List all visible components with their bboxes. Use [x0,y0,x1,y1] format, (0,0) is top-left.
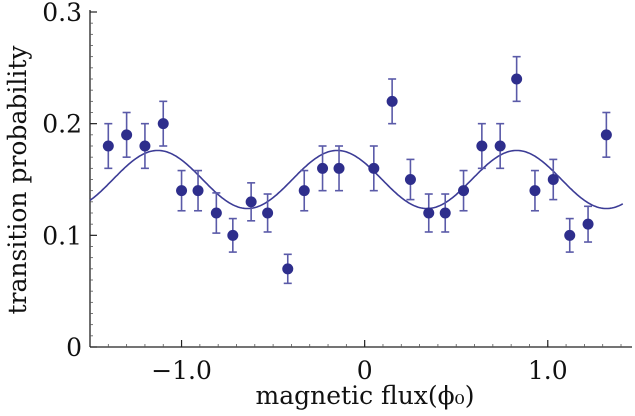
data-point-19 [458,169,470,212]
y-tick-label: 0.1 [42,221,82,250]
data-point-14 [368,145,380,192]
x-tick-label: 0 [357,356,373,385]
data-point-23 [529,169,541,212]
data-marker [386,95,398,107]
data-marker [157,118,169,130]
data-marker [582,218,594,230]
x-axis-label: magnetic flux(ϕ₀) [256,381,475,410]
data-marker [102,140,114,152]
fit-curve [89,149,624,210]
y-axis-label: transition probability [3,45,32,315]
data-marker [494,140,506,152]
data-marker [176,185,188,197]
data-point-3 [157,100,169,147]
data-marker [262,207,274,219]
data-point-26 [582,205,594,243]
data-marker [282,263,294,275]
data-point-1 [121,111,133,158]
x-tick-label: −1.0 [151,356,212,385]
data-point-25 [564,217,576,253]
data-marker [423,207,435,219]
data-point-27 [600,111,612,158]
data-marker [439,207,451,219]
data-marker [139,140,151,152]
data-marker [511,73,523,85]
data-marker [404,174,416,185]
data-point-15 [386,78,398,125]
tick-labels: −1.0 0 1.0 0 0.1 0.2 0.3 [42,0,567,385]
data-marker [368,162,380,174]
data-point-13 [333,145,345,192]
data-point-20 [476,122,488,170]
data-point-9 [262,193,274,233]
data-point-2 [139,122,151,170]
data-point-5 [192,169,204,212]
data-marker [564,229,576,241]
data-marker [227,229,239,241]
data-marker [333,162,345,174]
data-point-0 [102,122,114,170]
data-point-17 [423,193,435,233]
data-point-7 [227,217,239,253]
data-point-21 [494,122,506,170]
fit-curve-group [89,149,624,210]
data-marker [245,196,257,208]
data-marker [210,207,222,219]
data-marker [298,185,310,197]
data-marker [600,129,612,141]
axes [89,10,632,348]
data-point-6 [210,192,222,234]
data-marker [317,162,329,174]
data-marker [529,185,541,197]
data-point-16 [404,158,416,201]
data-point-18 [439,193,451,233]
data-point-12 [317,145,329,192]
data-marker [192,185,204,197]
data-marker [458,185,470,197]
data-marker [547,174,559,185]
data-point-10 [282,253,294,285]
data-point-24 [547,158,559,201]
x-tick-label: 1.0 [528,356,568,385]
y-tick-label: 0.3 [42,0,82,27]
data-point-8 [245,182,257,222]
data-marker [476,140,488,152]
data-point-4 [176,169,188,212]
y-tick-label: 0 [66,333,82,362]
data-point-22 [511,55,523,103]
data-points [102,55,612,285]
data-marker [121,129,133,141]
y-tick-label: 0.2 [42,110,82,139]
data-point-11 [298,169,310,212]
